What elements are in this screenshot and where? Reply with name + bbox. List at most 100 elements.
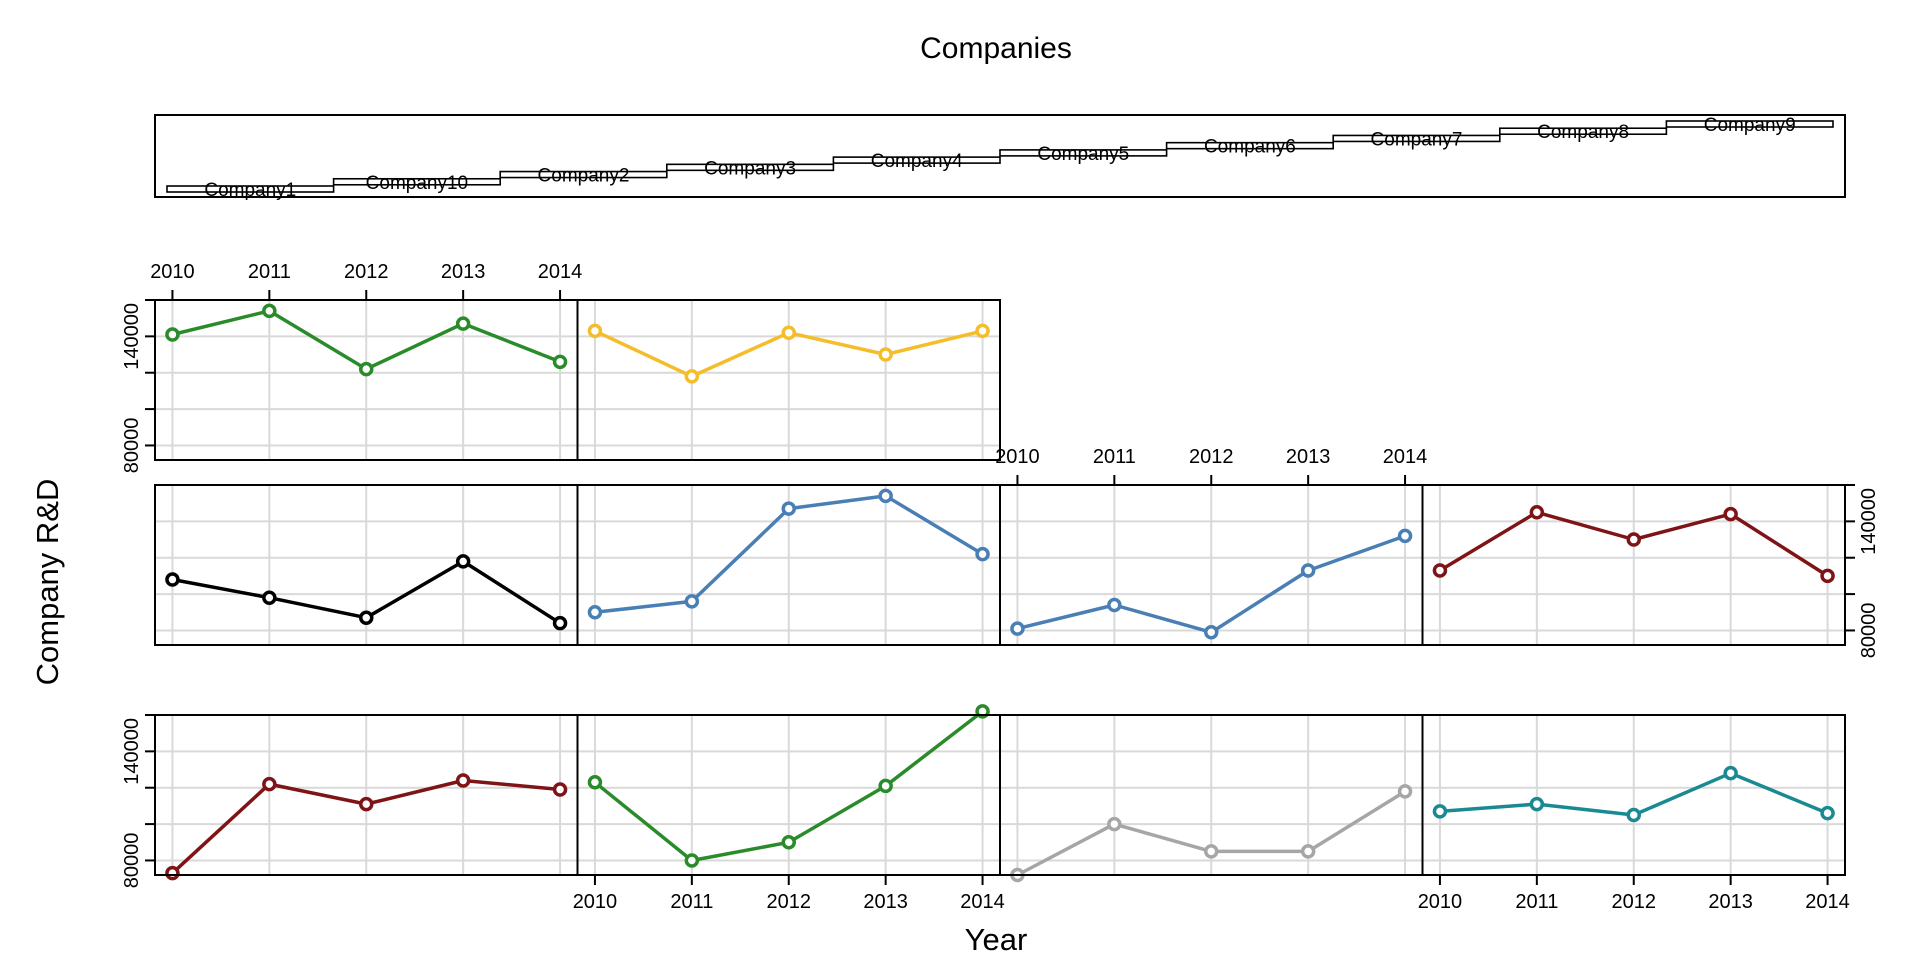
key-segment [1665,120,1834,128]
data-point [1432,563,1448,578]
x-tick-label: 2011 [1515,891,1558,913]
key-segment [499,170,668,179]
data-point [455,316,471,331]
data-point [878,347,893,362]
data-point [1723,506,1738,522]
key-segment [832,156,1001,164]
panels [154,299,1846,883]
data-point [684,594,700,609]
panel-company10 [576,704,1001,876]
data-point [262,590,277,605]
key-segment [1499,127,1668,136]
x-axis-title: Year [965,922,1028,957]
x-tick-label: 2010 [1418,891,1463,913]
key-segment [1165,141,1334,150]
key-label: Company1 [204,180,296,201]
key-label: Company10 [366,173,468,194]
data-point [1723,765,1738,781]
chart-title: Companies [920,32,1072,65]
data-point [781,835,796,850]
x-axis-bottom-col4: 2010 2011 2012 2013 2014 [1418,875,1850,913]
panel-company2 [999,714,1424,883]
data-point [1204,625,1219,640]
data-point [1107,597,1122,613]
data-point [1397,784,1413,799]
key-label: Company6 [1204,137,1296,158]
x-tick-label: 2014 [1805,891,1850,913]
x-tick-label: 2010 [150,261,195,283]
data-point [1300,844,1316,859]
panel-company8 [154,299,579,461]
key-frame [154,114,1846,198]
x-axis-top-col1: 2010 2011 2012 2013 2014 [150,261,582,300]
x-tick-label: 2013 [1286,446,1331,468]
data-point [587,323,603,339]
panel-company9 [576,299,1001,461]
data-point [1432,804,1448,819]
company-key: Company1 Company10 Company2 Company3 Company… [154,114,1846,201]
key-label: Company8 [1537,122,1629,143]
data-point [1204,844,1219,859]
data-point [1397,528,1413,544]
data-point [1300,563,1316,578]
x-tick-label: 2013 [863,891,908,913]
y-tick-label: 80000 [121,833,143,889]
data-point [552,615,568,631]
key-label: Company2 [538,166,630,187]
x-tick-label: 2013 [1708,891,1753,913]
data-point [455,773,471,788]
data-point [975,323,990,339]
x-tick-label: 2014 [1383,446,1428,468]
data-point [359,361,374,377]
key-segment [665,163,835,172]
data-point [359,610,374,625]
data-point [1820,805,1835,821]
x-tick-label: 2010 [573,891,618,913]
key-label: Company7 [1371,129,1463,150]
x-tick-label: 2014 [538,261,583,283]
key-label: Company4 [871,151,963,172]
data-point [781,501,796,516]
panel-company3 [1421,714,1846,876]
key-label: Company9 [1704,115,1796,136]
key-segment [999,149,1168,157]
data-point [781,325,796,340]
data-point [684,369,700,384]
key-label: Company5 [1037,144,1129,165]
x-tick-label: 2014 [960,891,1005,913]
data-point [878,488,893,504]
data-point [1820,568,1835,584]
data-point [975,546,990,562]
panel-company5 [576,484,1001,646]
data-point [587,605,603,620]
x-tick-label: 2012 [1189,446,1234,468]
x-axis-bottom-col2: 2010 2011 2012 2013 2014 [573,875,1005,913]
y-axis-row1: 80000 140000 [121,714,155,889]
data-point [1626,807,1641,823]
y-axis-row3: 80000 140000 [121,299,155,474]
y-tick-label: 140000 [1858,488,1880,555]
x-tick-label: 2011 [670,891,713,913]
key-segment [166,185,335,193]
data-point [1626,532,1641,547]
data-point [587,775,603,790]
data-point [165,865,180,881]
key-segment [332,177,502,186]
x-tick-label: 2013 [441,261,486,283]
y-tick-label: 140000 [121,303,143,370]
data-point [262,303,277,319]
panel-company1 [154,714,579,881]
x-tick-label: 2012 [344,261,389,283]
x-tick-label: 2012 [767,891,812,913]
panel-company4 [154,484,579,646]
y-tick-label: 80000 [121,418,143,474]
panel-border [1421,484,1846,646]
key-label: Company3 [704,158,796,179]
data-point [359,796,374,812]
data-point [878,778,893,794]
data-point [684,853,700,868]
data-point [1010,621,1025,636]
y-tick-label: 140000 [121,718,143,785]
data-point [165,327,180,342]
